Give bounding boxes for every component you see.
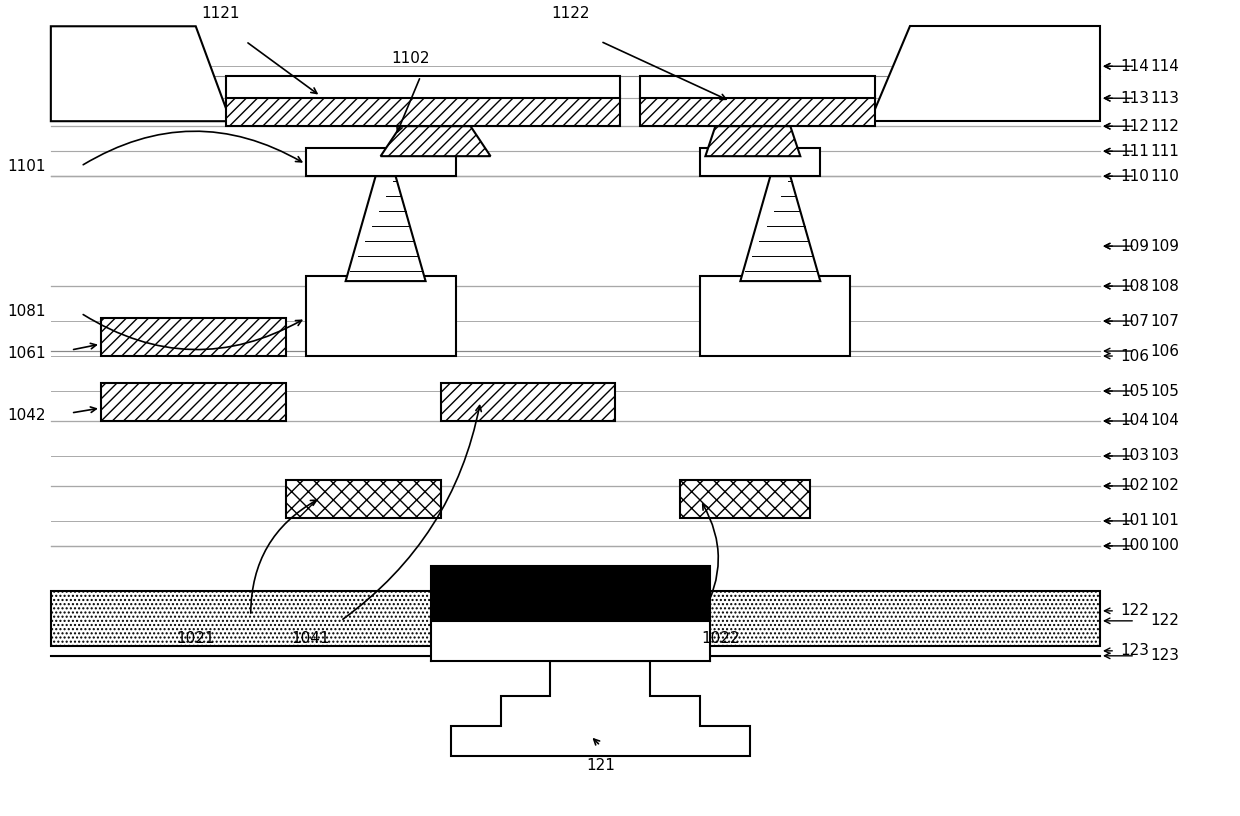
- Text: 122: 122: [1149, 614, 1179, 628]
- Bar: [430, 619, 711, 661]
- Text: 1102: 1102: [392, 51, 430, 66]
- Bar: [100, 383, 285, 421]
- Bar: [640, 76, 875, 98]
- Text: 121: 121: [587, 758, 615, 773]
- Text: 1122: 1122: [552, 7, 590, 21]
- Text: 1061: 1061: [7, 345, 46, 361]
- Bar: [701, 149, 821, 176]
- Text: 100: 100: [1120, 539, 1149, 553]
- Text: 104: 104: [1120, 414, 1149, 428]
- Bar: [226, 76, 620, 98]
- Text: 103: 103: [1149, 449, 1179, 463]
- Text: 101: 101: [1120, 513, 1149, 529]
- Text: 114: 114: [1120, 59, 1149, 73]
- Text: 1021: 1021: [176, 631, 215, 645]
- Text: 109: 109: [1120, 238, 1149, 254]
- Text: 108: 108: [1149, 278, 1179, 294]
- Text: 106: 106: [1149, 344, 1179, 358]
- Text: 110: 110: [1149, 169, 1179, 184]
- Text: 123: 123: [1120, 643, 1149, 659]
- Bar: [305, 149, 455, 176]
- Text: 111: 111: [1149, 144, 1179, 158]
- Text: 1121: 1121: [201, 7, 241, 21]
- Bar: [640, 96, 875, 126]
- Polygon shape: [346, 176, 425, 281]
- Text: 113: 113: [1149, 91, 1179, 106]
- Polygon shape: [51, 26, 231, 122]
- Text: 110: 110: [1120, 169, 1149, 184]
- Polygon shape: [870, 26, 1100, 122]
- Bar: [305, 276, 455, 356]
- Text: 105: 105: [1149, 384, 1179, 398]
- Polygon shape: [706, 126, 800, 156]
- Text: 107: 107: [1120, 313, 1149, 329]
- Text: 114: 114: [1149, 59, 1179, 73]
- Polygon shape: [740, 176, 821, 281]
- Text: 102: 102: [1120, 478, 1149, 494]
- Bar: [430, 565, 711, 621]
- Text: 111: 111: [1120, 144, 1149, 158]
- Text: 122: 122: [1120, 603, 1149, 619]
- Text: 108: 108: [1120, 278, 1149, 294]
- Text: 112: 112: [1149, 118, 1179, 134]
- Text: 1042: 1042: [7, 409, 46, 424]
- Text: 112: 112: [1120, 118, 1149, 134]
- Bar: [681, 480, 810, 518]
- Text: 106: 106: [1120, 348, 1149, 364]
- Bar: [285, 480, 440, 518]
- Bar: [100, 318, 285, 356]
- Text: 113: 113: [1120, 91, 1149, 106]
- Text: 100: 100: [1149, 539, 1179, 553]
- Text: 1041: 1041: [291, 631, 330, 645]
- Polygon shape: [450, 661, 750, 756]
- Polygon shape: [381, 126, 491, 156]
- Text: 104: 104: [1149, 414, 1179, 428]
- Text: 109: 109: [1149, 238, 1179, 254]
- Text: 105: 105: [1120, 384, 1149, 398]
- Bar: [51, 591, 1100, 645]
- Text: 101: 101: [1149, 513, 1179, 529]
- Bar: [701, 276, 851, 356]
- Bar: [440, 383, 615, 421]
- Text: 123: 123: [1149, 649, 1179, 663]
- Text: 107: 107: [1149, 313, 1179, 329]
- Text: 1022: 1022: [701, 631, 739, 645]
- Bar: [226, 96, 620, 126]
- Text: 1101: 1101: [7, 158, 46, 174]
- Text: 103: 103: [1120, 449, 1149, 463]
- Text: 102: 102: [1149, 478, 1179, 494]
- Text: 1081: 1081: [7, 304, 46, 318]
